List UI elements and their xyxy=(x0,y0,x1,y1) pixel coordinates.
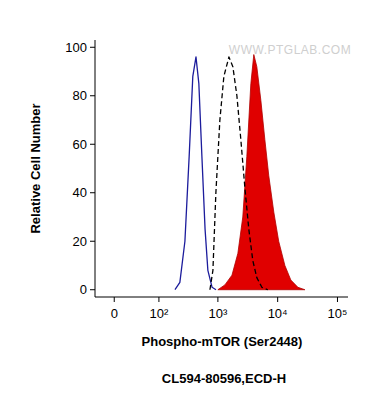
watermark: WWW.PTGLAB.COM xyxy=(229,43,351,57)
y-tick xyxy=(90,289,95,290)
y-tick-label: 20 xyxy=(73,234,87,249)
x-tick xyxy=(337,297,338,302)
line-series xyxy=(210,57,268,290)
y-axis xyxy=(95,40,96,297)
line-series xyxy=(175,57,216,290)
x-tick xyxy=(114,297,115,302)
y-tick xyxy=(90,144,95,145)
y-tick xyxy=(90,192,95,193)
x-tick xyxy=(277,297,278,302)
x-tick-label: 10⁴ xyxy=(268,306,288,321)
x-axis xyxy=(95,297,348,298)
y-tick-label: 100 xyxy=(65,40,87,55)
y-axis-label: Relative Cell Number xyxy=(28,103,43,233)
y-tick xyxy=(90,95,95,96)
x-tick-label: 10⁵ xyxy=(328,306,348,321)
series-group xyxy=(175,55,305,290)
x-axis-label: Phospho-mTOR (Ser2448) xyxy=(142,334,303,349)
x-tick-label: 10³ xyxy=(208,306,227,321)
chart: WWW.PTGLAB.COM 0 20 40 60 80 100 0 10² 10³ 10⁴ 10⁵ R… xyxy=(0,0,370,408)
y-tick xyxy=(90,47,95,48)
channel-label: CL594-80596,ECD-H xyxy=(162,371,286,386)
x-tick xyxy=(158,297,159,302)
x-tick-label: 0 xyxy=(111,306,118,321)
y-tick-label: 0 xyxy=(80,282,87,297)
x-tick-label: 10² xyxy=(150,306,169,321)
y-tick-label: 80 xyxy=(73,88,87,103)
y-tick xyxy=(90,241,95,242)
y-tick-label: 40 xyxy=(73,185,87,200)
x-tick xyxy=(217,297,218,302)
y-tick-label: 60 xyxy=(73,137,87,152)
area-series xyxy=(218,55,305,290)
